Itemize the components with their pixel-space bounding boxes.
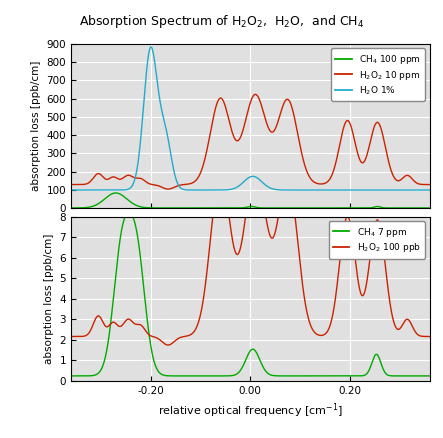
X-axis label: relative optical frequency [cm$^{-1}$]: relative optical frequency [cm$^{-1}$] (158, 402, 343, 420)
Legend: CH$_4$ 100 ppm, H$_2$O$_2$ 10 ppm, H$_2$O 1%: CH$_4$ 100 ppm, H$_2$O$_2$ 10 ppm, H$_2$… (331, 48, 425, 101)
Y-axis label: absorption loss [ppb/cm]: absorption loss [ppb/cm] (31, 61, 41, 191)
Y-axis label: absorption loss [ppb/cm]: absorption loss [ppb/cm] (44, 233, 54, 364)
Legend: CH$_4$ 7 ppm, H$_2$O$_2$ 100 ppb: CH$_4$ 7 ppm, H$_2$O$_2$ 100 ppb (329, 221, 425, 259)
Text: Absorption Spectrum of H$_2$O$_2$,  H$_2$O,  and CH$_4$: Absorption Spectrum of H$_2$O$_2$, H$_2$… (79, 13, 364, 30)
